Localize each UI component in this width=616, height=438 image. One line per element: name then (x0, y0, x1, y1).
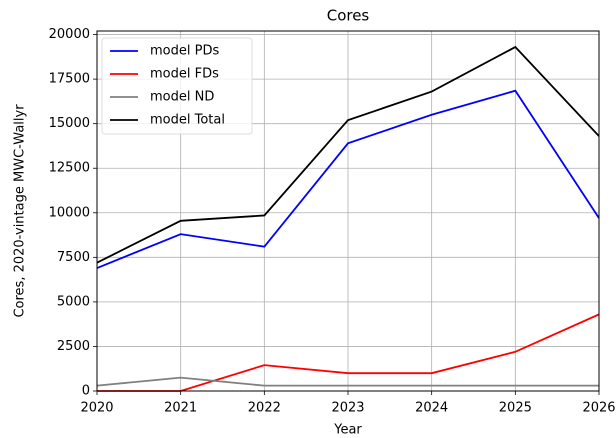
y-tick-label: 15000 (49, 116, 90, 131)
series-line (96, 376, 599, 387)
y-tick-label: 12500 (49, 161, 90, 176)
x-tick-label: 2026 (582, 401, 615, 416)
y-tick-label: 5000 (57, 294, 90, 309)
chart-title: Cores (327, 7, 370, 25)
legend-label: model Total (150, 113, 225, 128)
legend-box (101, 37, 253, 135)
series-line (96, 89, 600, 269)
x-tick-label: 2025 (499, 401, 532, 416)
y-tick-label: 7500 (57, 250, 90, 265)
legend-label: model FDs (150, 67, 219, 82)
y-tick-label: 20000 (49, 27, 90, 42)
x-tick-label: 2024 (415, 401, 448, 416)
x-tick-label: 2020 (80, 401, 113, 416)
x-tick-label: 2021 (164, 401, 197, 416)
x-tick-label: 2023 (331, 401, 364, 416)
series-line (96, 45, 600, 264)
y-tick-label: 0 (82, 384, 90, 399)
legend-label: model ND (150, 90, 214, 105)
x-tick-label: 2022 (248, 401, 281, 416)
y-tick-label: 17500 (49, 72, 90, 87)
plot-frame (96, 30, 600, 392)
x-axis-label: Year (333, 423, 362, 438)
y-tick-label: 2500 (57, 339, 90, 354)
legend-label: model PDs (150, 44, 219, 59)
y-tick-label: 10000 (49, 205, 90, 220)
y-axis-label: Cores, 2020-vintage MWC-Wallyr (13, 104, 28, 318)
